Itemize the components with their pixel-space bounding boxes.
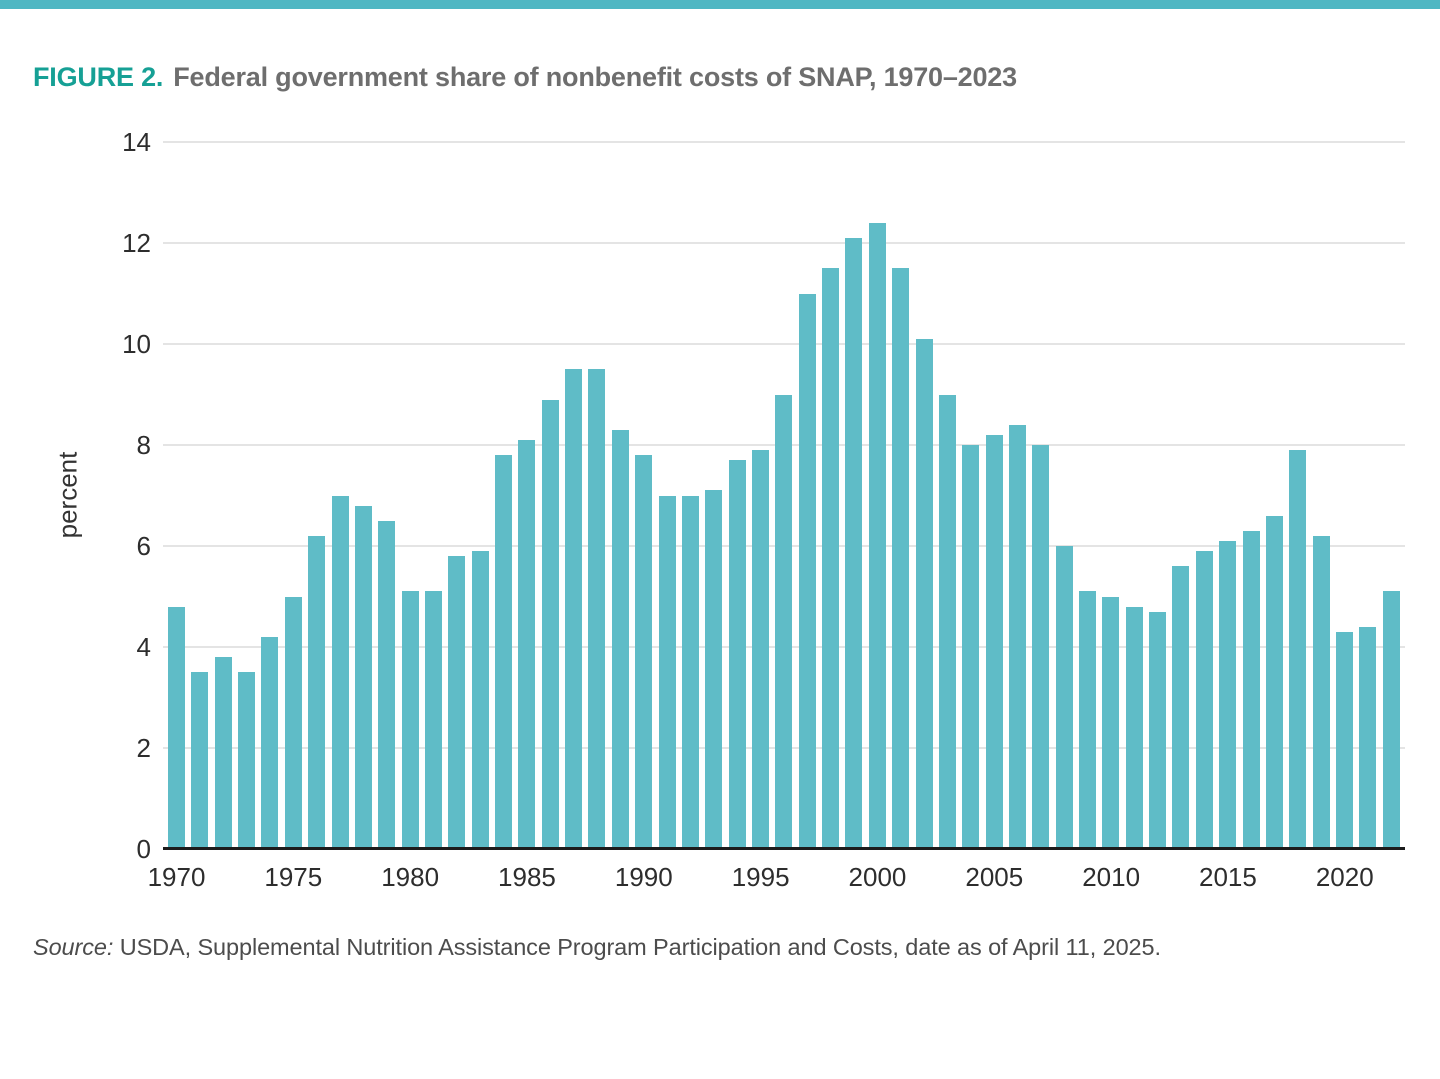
bar-1981 <box>424 591 442 849</box>
y-tick-label: 0 <box>136 834 151 864</box>
bar-2003 <box>938 394 956 849</box>
gridline <box>163 242 1405 244</box>
bar-2010 <box>1102 596 1120 849</box>
bar-2011 <box>1125 606 1143 849</box>
x-tick-label: 1970 <box>147 862 206 892</box>
x-tick-label: 1990 <box>614 862 673 892</box>
top-accent-rule <box>0 0 1440 9</box>
x-tick-label: 2005 <box>965 862 1024 892</box>
bar-1991 <box>658 495 676 849</box>
x-tick-label: 1980 <box>381 862 440 892</box>
figure-title: FIGURE 2. Federal government share of non… <box>33 62 1017 93</box>
bar-1997 <box>798 293 816 849</box>
y-tick-label: 4 <box>136 632 151 662</box>
bar-1992 <box>681 495 699 849</box>
x-axis-line <box>163 847 1405 850</box>
bar-1986 <box>541 399 559 849</box>
y-tick-label: 14 <box>122 127 151 157</box>
source-prefix: Source: <box>33 934 114 960</box>
y-tick-label: 8 <box>136 430 151 460</box>
bar-1980 <box>401 591 419 849</box>
y-axis-tick-labels: 0 2 4 6 8 10 12 14 <box>0 127 151 864</box>
y-tick-label: 10 <box>122 329 151 359</box>
bar-2020 <box>1335 631 1353 849</box>
bar-2018 <box>1289 450 1307 849</box>
bar-2009 <box>1079 591 1097 849</box>
bar-2013 <box>1172 566 1190 849</box>
x-tick-label: 1985 <box>498 862 556 892</box>
bar-1984 <box>495 455 513 849</box>
bar-2012 <box>1149 611 1167 849</box>
bar-1977 <box>331 495 349 849</box>
bar-1974 <box>261 636 279 849</box>
bar-1972 <box>214 657 232 849</box>
bars-container <box>163 142 1405 849</box>
figure-title-text: Federal government share of nonbenefit c… <box>173 62 1017 92</box>
bar-1976 <box>308 535 326 849</box>
bar-2001 <box>892 268 910 849</box>
bar-1989 <box>611 429 629 849</box>
x-axis-tick-labels: 1970 1975 1980 1985 1990 1995 2000 2005 2010 2015… <box>148 861 1405 897</box>
y-tick-label: 6 <box>136 531 151 561</box>
x-tick-label: 2015 <box>1199 862 1257 892</box>
gridline <box>163 343 1405 345</box>
bar-2022 <box>1382 591 1400 849</box>
bar-1994 <box>728 460 746 849</box>
bar-2019 <box>1312 535 1330 849</box>
bar-1985 <box>518 439 536 849</box>
figure-label: FIGURE 2. <box>33 62 164 92</box>
bar-1998 <box>822 268 840 849</box>
bar-1970 <box>168 606 185 849</box>
bar-1971 <box>191 672 209 849</box>
bar-1990 <box>635 455 653 849</box>
bar-2021 <box>1359 626 1377 849</box>
x-tick-label: 1975 <box>264 862 323 892</box>
bar-1975 <box>284 596 302 849</box>
y-tick-label: 12 <box>122 228 151 258</box>
source-note: Source: USDA, Supplemental Nutrition Ass… <box>33 934 1161 961</box>
bar-2000 <box>868 222 886 849</box>
bar-2015 <box>1219 540 1237 849</box>
bar-2006 <box>1008 424 1026 849</box>
x-tick-label: 2000 <box>848 862 907 892</box>
bar-2017 <box>1265 515 1283 849</box>
bar-1983 <box>471 551 489 849</box>
bar-2002 <box>915 338 933 849</box>
bar-2016 <box>1242 530 1260 849</box>
source-text: USDA, Supplemental Nutrition Assistance … <box>113 934 1161 960</box>
bar-2005 <box>985 434 1003 849</box>
bar-1978 <box>354 505 372 849</box>
gridline <box>163 141 1405 143</box>
y-tick-label: 2 <box>136 733 151 763</box>
bar-2007 <box>1032 445 1050 849</box>
plot-area <box>163 141 1405 850</box>
bar-1999 <box>845 237 863 849</box>
bar-1996 <box>775 394 793 849</box>
bar-1982 <box>448 556 466 849</box>
x-tick-label: 1995 <box>731 862 790 892</box>
bar-1987 <box>565 369 583 849</box>
bar-2008 <box>1055 546 1073 849</box>
bar-1993 <box>705 490 723 849</box>
bar-2004 <box>962 445 980 849</box>
x-tick-label: 2010 <box>1082 862 1141 892</box>
bar-1973 <box>238 672 256 849</box>
bar-1979 <box>378 520 396 849</box>
x-tick-label: 2020 <box>1315 862 1374 892</box>
bar-1995 <box>751 450 769 849</box>
bar-2014 <box>1195 551 1213 849</box>
bar-1988 <box>588 369 606 849</box>
